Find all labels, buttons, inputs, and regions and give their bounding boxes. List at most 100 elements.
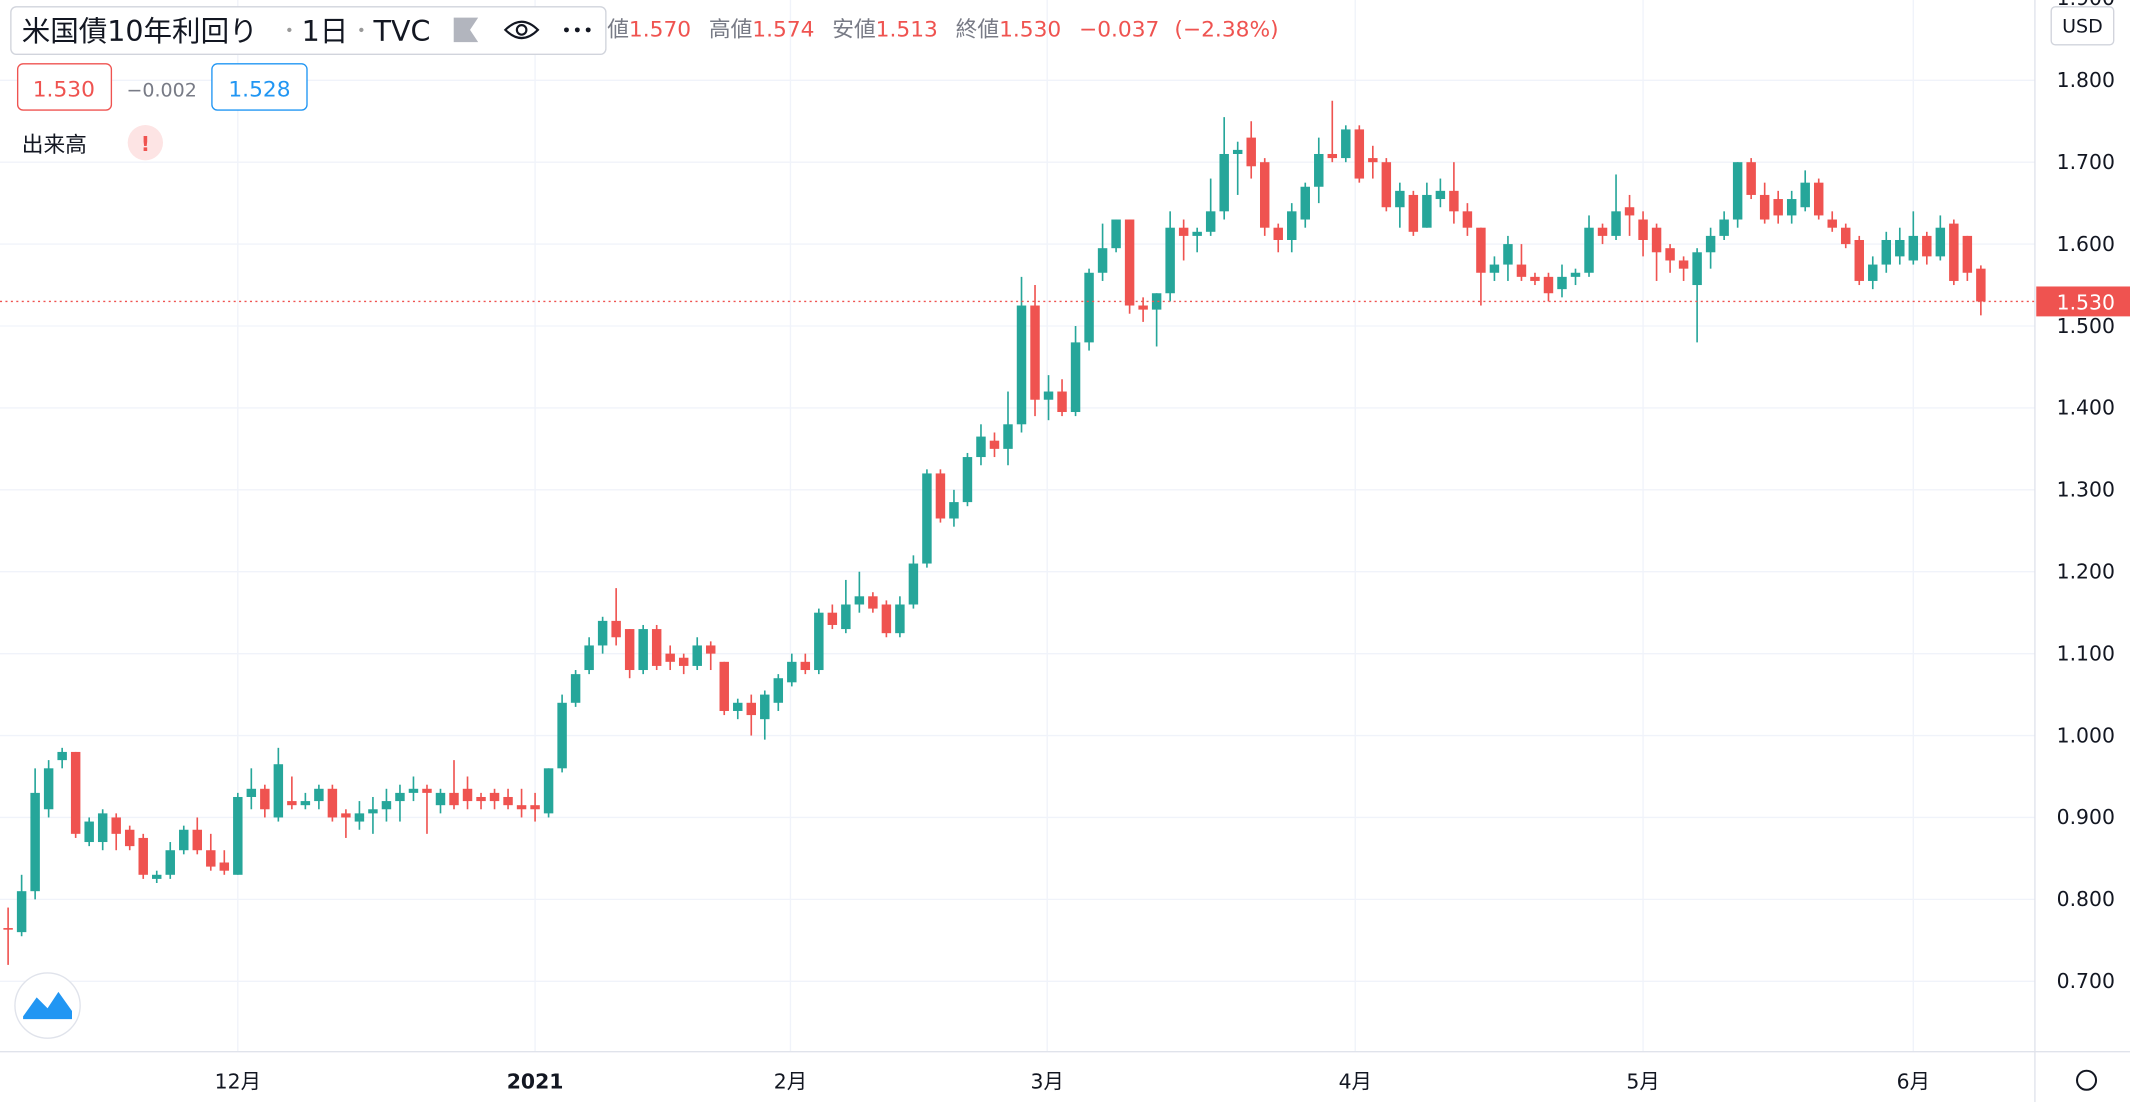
candle-body: [1854, 239, 1864, 281]
candle-body: [1786, 199, 1797, 216]
candle-body: [1476, 227, 1486, 273]
candle-body: [476, 796, 486, 802]
axes: 0.700 0.800 0.900 1.000 1.100 1.200 1.300 1.400…: [215, 0, 2130, 1093]
candle-body: [489, 792, 500, 802]
candle-body: [1138, 305, 1148, 310]
x-tick-label: 6月: [1897, 1069, 1930, 1093]
candle-body: [1354, 129, 1365, 179]
candle-body: [800, 661, 811, 671]
bid-box[interactable]: [16, 63, 113, 111]
candle-body: [1003, 424, 1013, 449]
y-tick-label: 1.400: [2057, 396, 2115, 420]
value: 1.570: [629, 18, 691, 43]
candle-body: [1908, 235, 1919, 261]
last-price-label: 1.530: [2057, 291, 2115, 315]
candle-body: [854, 596, 865, 605]
change-pct: (−2.38%): [1174, 18, 1278, 43]
candle-body: [219, 862, 230, 871]
candle-body: [1922, 235, 1932, 257]
candle-body: [1868, 264, 1878, 281]
ask-box[interactable]: [211, 63, 308, 111]
y-tick-label: 0.900: [2057, 805, 2115, 829]
x-tick-label: 3月: [1031, 1069, 1064, 1093]
flag-icon[interactable]: [453, 17, 479, 43]
candle-body: [233, 796, 243, 875]
candle-body: [1435, 190, 1446, 200]
candle-body: [70, 751, 81, 834]
candle-body: [651, 629, 662, 666]
candle-body: [422, 788, 432, 793]
volume-label: 出来高: [22, 133, 87, 158]
candle-body: [1273, 227, 1283, 240]
candle-body: [314, 788, 324, 802]
y-tick-label: 1.600: [2057, 232, 2115, 256]
candle-body: [381, 801, 392, 810]
warning-badge[interactable]: [127, 125, 164, 161]
value: 1.530: [999, 18, 1061, 43]
y-tick-label: 1.500: [2057, 314, 2115, 338]
candle-body: [30, 792, 40, 892]
grid: [0, 0, 2035, 1052]
candle-body: [1151, 293, 1162, 310]
x-tick-label: 2月: [774, 1069, 807, 1093]
candle-body: [1232, 149, 1243, 154]
candle-body: [273, 764, 284, 818]
candle-body: [841, 604, 851, 630]
candle-body: [1665, 248, 1675, 261]
y-tick-label: 1.800: [2057, 68, 2115, 92]
candle-body: [935, 473, 946, 519]
currency-box[interactable]: [2050, 6, 2115, 46]
candle-body: [97, 813, 108, 843]
y-tick-label: 1.300: [2057, 478, 2115, 502]
x-tick-label: 2021: [507, 1069, 564, 1093]
candle-body: [1070, 342, 1081, 413]
candle-body: [192, 829, 203, 851]
candle-body: [408, 788, 419, 793]
more-dot[interactable]: [564, 27, 569, 33]
x-tick-label: 12月: [215, 1069, 261, 1093]
candle-body: [1205, 211, 1216, 232]
ask: 1.528: [228, 77, 290, 102]
candle-body: [1976, 268, 1986, 302]
candle-body: [1030, 305, 1040, 400]
x-tick-label: 4月: [1339, 1069, 1372, 1093]
candle-body: [827, 612, 838, 625]
y-tick-label: 1.900: [2057, 0, 2115, 10]
candle-body: [1287, 211, 1297, 240]
candle-body: [43, 768, 54, 810]
candle-body: [1259, 162, 1270, 228]
settings-icon[interactable]: [2076, 1069, 2098, 1091]
candle-body: [1732, 162, 1743, 220]
logo-button[interactable]: [14, 972, 81, 1039]
candle-body: [584, 645, 594, 671]
candle-body: [1219, 153, 1229, 212]
candle-body: [678, 657, 689, 666]
candle-body: [84, 821, 94, 843]
candle-body: [706, 645, 716, 654]
eye-icon[interactable]: [503, 20, 540, 40]
candle-body: [976, 436, 986, 458]
value: 1.574: [752, 18, 814, 43]
candle-body: [1422, 194, 1432, 228]
y-tick-label: 0.700: [2057, 969, 2115, 993]
candle-body: [1895, 239, 1905, 257]
candle-body: [692, 645, 702, 666]
ohlc-legend: 値1.570 高値1.574 安値1.513 終値1.530 −0.037 (−…: [607, 18, 1278, 43]
more-dot: [585, 27, 591, 33]
candle-body: [111, 817, 121, 834]
candle-body: [638, 629, 648, 671]
candle-body: [1368, 158, 1378, 163]
candle-body: [165, 850, 175, 875]
candle-body: [787, 661, 797, 683]
candle-body: [1705, 235, 1716, 253]
candle-body: [449, 792, 459, 806]
candle-body: [1638, 219, 1648, 240]
candle-body: [287, 801, 297, 806]
candle-body: [597, 620, 608, 646]
candle-body: [300, 801, 311, 806]
currency: USD: [2062, 16, 2103, 38]
candle-body: [624, 629, 635, 671]
candle-body: [1773, 199, 1783, 216]
candle-body: [1016, 305, 1027, 425]
